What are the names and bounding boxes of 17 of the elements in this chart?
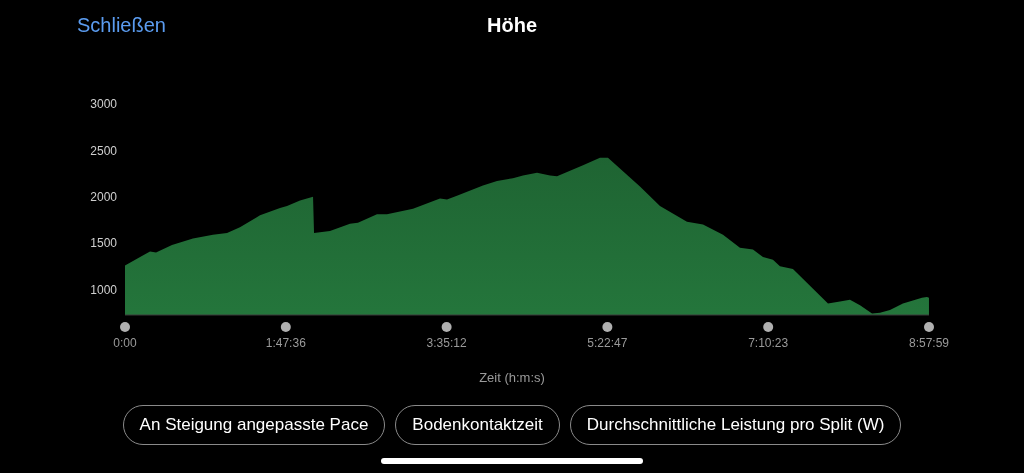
- text: An Steigung angepasste Pace: [122, 405, 386, 445]
- x-axis-title: Zeit (h:m:s): [478, 370, 546, 385]
- x-tick-label: 8:57:59: [908, 336, 950, 350]
- y-tick-label: 2500: [90, 143, 118, 158]
- y-tick-label: 3000: [90, 97, 118, 112]
- x-tick-label: 3:35:12: [426, 336, 467, 350]
- x-tick-label: 0:00: [113, 336, 137, 350]
- x-tick-label: 5:22:47: [587, 336, 628, 350]
- text: Bodenkontaktzeit: [395, 405, 560, 445]
- chart-title: Höhe: [487, 14, 537, 36]
- x-tick-label: 7:10:23: [748, 336, 789, 350]
- text: Durchschnittliche Leistung pro Split (W): [569, 405, 902, 445]
- x-tick-label: 1:47:36: [265, 336, 307, 350]
- y-tick-label: 1000: [90, 282, 118, 297]
- text: Schließen: [77, 14, 166, 37]
- y-tick-label: 1500: [90, 236, 118, 251]
- y-tick-label: 2000: [90, 190, 118, 205]
